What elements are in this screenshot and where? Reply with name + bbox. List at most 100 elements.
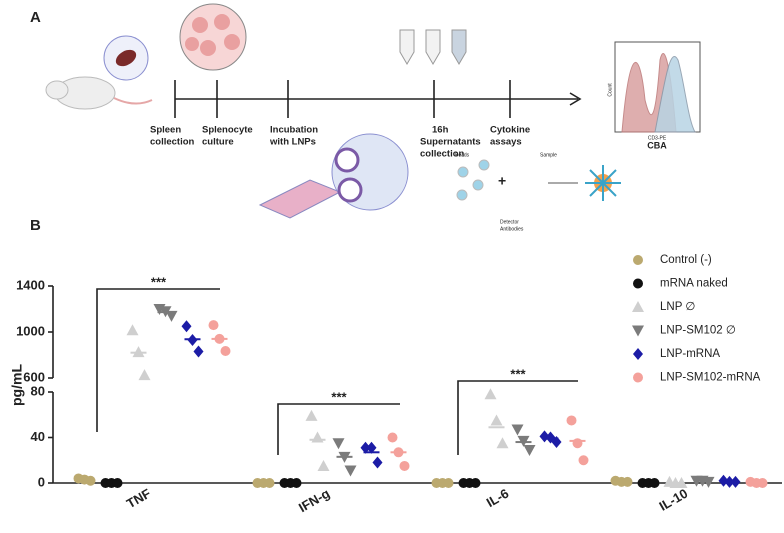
assay-label: Detector	[500, 219, 519, 225]
significance-bracket	[457, 380, 578, 455]
legend-marker	[633, 372, 643, 383]
data-point	[305, 409, 318, 421]
data-point	[496, 437, 509, 449]
step-label: with LNPs	[269, 137, 316, 148]
data-point	[675, 477, 688, 488]
x-tick-label: TNF	[124, 486, 153, 512]
step-label: 16h	[432, 125, 449, 136]
data-point	[338, 451, 351, 463]
y-tick-label: 80	[31, 383, 45, 398]
data-point	[344, 465, 357, 477]
legend-marker	[633, 255, 643, 265]
lnp	[337, 177, 363, 203]
legend-marker	[633, 348, 643, 360]
beads	[456, 159, 490, 201]
data-point	[220, 345, 231, 356]
data-point	[360, 441, 371, 454]
data-point	[718, 474, 729, 487]
step-label: Supernatants	[420, 137, 481, 148]
data-point	[484, 388, 497, 400]
step-label: Incubation	[270, 125, 318, 136]
legend-label: mRNA naked	[660, 278, 728, 290]
data-point	[517, 435, 530, 447]
data-point	[187, 334, 198, 347]
data-point	[214, 333, 225, 344]
data-point	[539, 430, 550, 443]
data-point	[649, 478, 660, 488]
plate	[258, 179, 342, 219]
assay-label: Antibodies	[500, 226, 524, 232]
histogram-y-label: Count	[607, 83, 613, 97]
y-tick-label: 1000	[16, 323, 45, 338]
timeline-arrow	[569, 92, 582, 106]
data-point	[112, 478, 123, 488]
data-point	[490, 414, 503, 426]
cell	[185, 37, 199, 51]
data-point	[332, 438, 345, 450]
plot	[52, 286, 782, 484]
significance-bracket	[277, 403, 400, 455]
x-tick-label: IL-6	[484, 486, 512, 511]
cell	[200, 40, 216, 56]
mouse-head	[45, 80, 69, 100]
histogram-x-label: CD3-PE	[648, 135, 667, 141]
data-point	[523, 445, 536, 457]
data-point	[724, 475, 735, 488]
x-tick-label: IFN-g	[296, 486, 332, 516]
data-point	[551, 436, 562, 449]
y-tick-label: 1400	[16, 277, 45, 292]
legend-label: LNP-SM102 ∅	[660, 325, 736, 337]
data-point	[757, 478, 768, 488]
schematic: +	[45, 3, 701, 219]
step-label: Spleen	[150, 125, 181, 136]
cell	[192, 17, 208, 33]
legend-label: LNP-SM102-mRNA	[660, 372, 761, 384]
data-point	[730, 475, 741, 488]
y-tick-label: 40	[31, 429, 45, 444]
complex-antibodies	[585, 165, 621, 201]
significance-label: ***	[510, 366, 526, 381]
cell	[224, 34, 240, 50]
data-point	[126, 324, 139, 336]
panel-label: A	[30, 9, 41, 26]
data-point	[393, 447, 404, 458]
data-point	[622, 476, 633, 487]
mouse-tail	[113, 97, 153, 105]
data-point	[132, 346, 145, 358]
data-point	[311, 431, 324, 443]
step-label: Cytokine	[490, 125, 530, 136]
legend-marker	[632, 301, 644, 312]
step-label: collection	[150, 137, 195, 148]
significance-bracket	[96, 288, 220, 432]
data-point	[138, 369, 151, 381]
data-point	[372, 456, 383, 469]
data-point	[291, 478, 302, 488]
step-label: collection	[420, 149, 465, 160]
legend-label: LNP-mRNA	[660, 348, 720, 360]
data-point	[85, 475, 96, 486]
y-tick-label: 600	[23, 369, 45, 384]
y-axis-label: pg/mL	[9, 364, 25, 406]
data-point	[264, 478, 275, 488]
data-point	[511, 424, 524, 436]
panel-label: B	[30, 217, 41, 234]
tube	[425, 29, 441, 65]
significance-label: ***	[331, 389, 347, 404]
significance-label: ***	[151, 274, 167, 289]
step-label: culture	[202, 137, 234, 148]
cba-label: CBA	[647, 140, 667, 150]
data-point	[443, 478, 454, 488]
legend-marker	[632, 325, 644, 337]
data-point	[566, 415, 577, 426]
data-point	[208, 320, 219, 331]
y-tick-label: 0	[38, 474, 45, 489]
data-point	[399, 460, 410, 471]
legend-marker	[633, 278, 643, 289]
tube	[399, 29, 415, 65]
data-point	[193, 345, 204, 358]
data-point	[578, 455, 589, 466]
data-point	[387, 432, 398, 443]
assay-label: Sample	[540, 152, 557, 158]
data-point	[159, 306, 172, 318]
